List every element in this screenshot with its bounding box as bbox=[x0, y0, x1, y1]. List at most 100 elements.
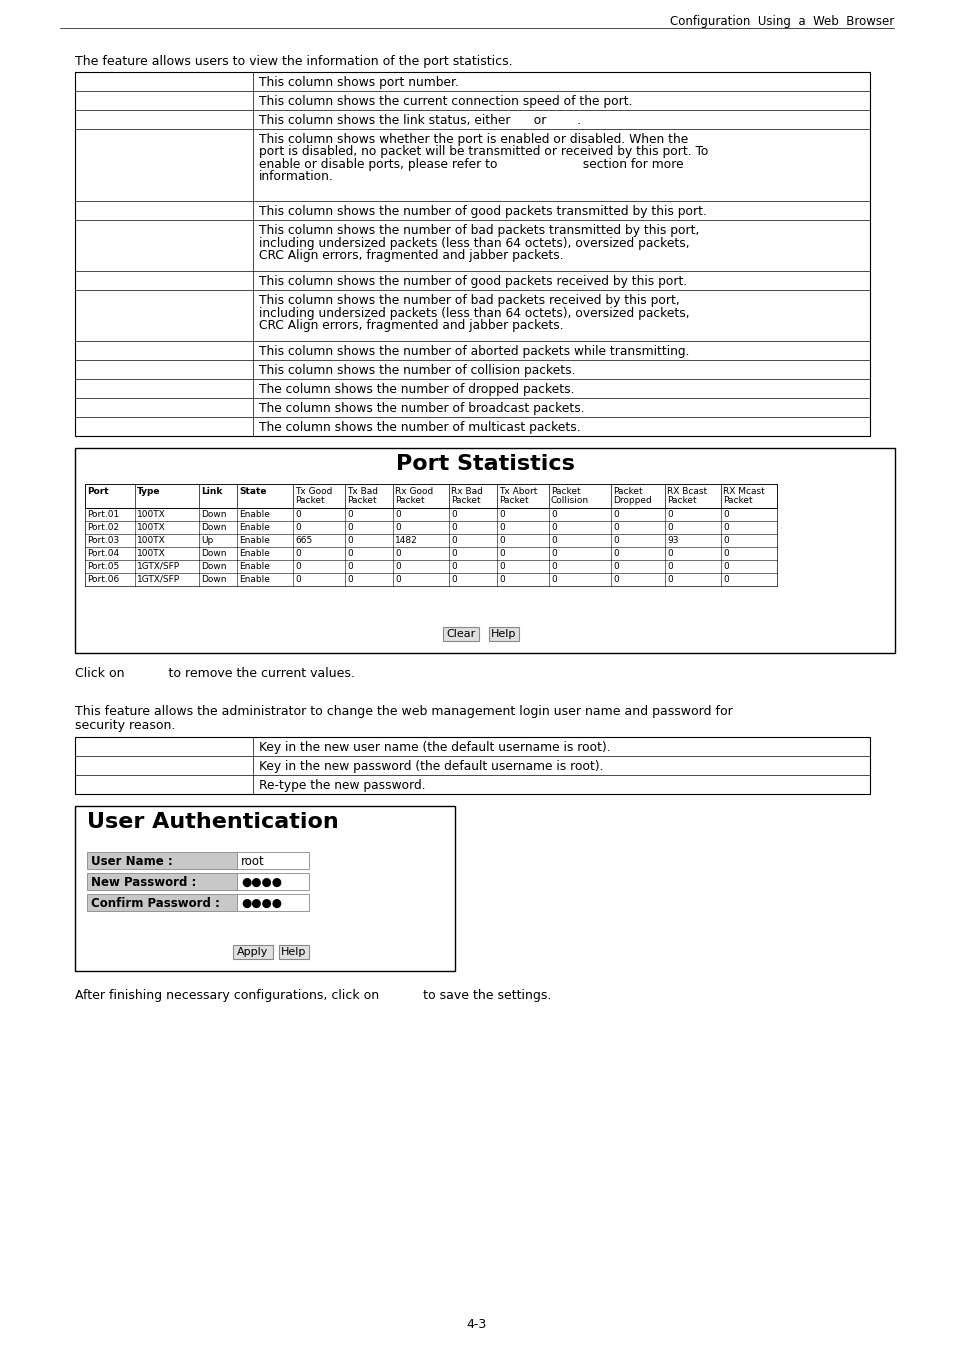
Text: 0: 0 bbox=[613, 536, 618, 545]
Text: 0: 0 bbox=[498, 549, 504, 558]
Text: enable or disable ports, please refer to                      section for more: enable or disable ports, please refer to… bbox=[258, 158, 683, 171]
Text: port is disabled, no packet will be transmitted or received by this port. To: port is disabled, no packet will be tran… bbox=[258, 146, 708, 158]
Text: 1482: 1482 bbox=[395, 536, 417, 545]
Bar bbox=[75, 806, 455, 971]
Text: 0: 0 bbox=[498, 536, 504, 545]
Text: CRC Align errors, fragmented and jabber packets.: CRC Align errors, fragmented and jabber … bbox=[258, 319, 563, 332]
Text: 0: 0 bbox=[294, 575, 300, 585]
Bar bbox=[75, 72, 869, 436]
Text: Tx Bad: Tx Bad bbox=[347, 487, 377, 495]
Text: Enable: Enable bbox=[239, 522, 270, 532]
Text: This column shows port number.: This column shows port number. bbox=[258, 76, 458, 89]
Text: Port Statistics: Port Statistics bbox=[395, 454, 574, 474]
Text: Up: Up bbox=[201, 536, 213, 545]
Text: This feature allows the administrator to change the web management login user na: This feature allows the administrator to… bbox=[75, 705, 732, 718]
Text: Packet: Packet bbox=[722, 495, 752, 505]
Text: Rx Bad: Rx Bad bbox=[451, 487, 482, 495]
Text: 0: 0 bbox=[666, 510, 672, 518]
Text: Down: Down bbox=[201, 510, 226, 518]
Text: Enable: Enable bbox=[239, 549, 270, 558]
Text: 0: 0 bbox=[395, 549, 400, 558]
Text: Packet: Packet bbox=[498, 495, 528, 505]
Text: 665: 665 bbox=[294, 536, 312, 545]
Text: 0: 0 bbox=[551, 536, 557, 545]
Text: Down: Down bbox=[201, 562, 226, 571]
Text: 0: 0 bbox=[347, 549, 353, 558]
Text: including undersized packets (less than 64 octets), oversized packets,: including undersized packets (less than … bbox=[258, 306, 689, 320]
Text: Port.03: Port.03 bbox=[87, 536, 119, 545]
Text: Type: Type bbox=[137, 487, 160, 495]
Bar bbox=[87, 852, 236, 869]
Text: Enable: Enable bbox=[239, 536, 270, 545]
Text: Packet: Packet bbox=[551, 487, 580, 495]
Text: ●●●●: ●●●● bbox=[241, 896, 282, 910]
Text: 100TX: 100TX bbox=[137, 510, 166, 518]
Text: 0: 0 bbox=[498, 575, 504, 585]
Text: State: State bbox=[239, 487, 266, 495]
Text: This column shows the link status, either      or        .: This column shows the link status, eithe… bbox=[258, 113, 580, 127]
Text: 0: 0 bbox=[551, 575, 557, 585]
Text: Down: Down bbox=[201, 522, 226, 532]
Text: 0: 0 bbox=[613, 549, 618, 558]
Text: Configuration  Using  a  Web  Browser: Configuration Using a Web Browser bbox=[669, 15, 893, 28]
Bar bbox=[87, 894, 236, 911]
Text: User Name :: User Name : bbox=[91, 855, 172, 868]
Text: 100TX: 100TX bbox=[137, 549, 166, 558]
Text: 0: 0 bbox=[395, 562, 400, 571]
Text: Enable: Enable bbox=[239, 562, 270, 571]
Text: 0: 0 bbox=[722, 522, 728, 532]
Text: including undersized packets (less than 64 octets), oversized packets,: including undersized packets (less than … bbox=[258, 236, 689, 250]
Text: 100TX: 100TX bbox=[137, 536, 166, 545]
Text: Port: Port bbox=[87, 487, 109, 495]
Text: 0: 0 bbox=[551, 549, 557, 558]
Text: 0: 0 bbox=[722, 549, 728, 558]
Text: This column shows the number of good packets transmitted by this port.: This column shows the number of good pac… bbox=[258, 205, 706, 217]
Text: Re-type the new password.: Re-type the new password. bbox=[258, 779, 425, 792]
Text: 1GTX/SFP: 1GTX/SFP bbox=[137, 575, 180, 585]
Text: 0: 0 bbox=[613, 575, 618, 585]
Text: 0: 0 bbox=[347, 522, 353, 532]
Bar bbox=[236, 873, 309, 890]
Text: The column shows the number of dropped packets.: The column shows the number of dropped p… bbox=[258, 383, 574, 396]
Text: Port.04: Port.04 bbox=[87, 549, 119, 558]
Text: 0: 0 bbox=[666, 575, 672, 585]
Bar bbox=[75, 448, 894, 653]
Text: 0: 0 bbox=[666, 549, 672, 558]
Text: New Password :: New Password : bbox=[91, 876, 196, 890]
Text: Click on           to remove the current values.: Click on to remove the current values. bbox=[75, 667, 355, 680]
Text: 4-3: 4-3 bbox=[466, 1318, 487, 1331]
Text: Enable: Enable bbox=[239, 575, 270, 585]
Text: The column shows the number of multicast packets.: The column shows the number of multicast… bbox=[258, 421, 580, 433]
Text: 0: 0 bbox=[294, 562, 300, 571]
Text: User Authentication: User Authentication bbox=[87, 811, 338, 832]
Text: RX Bcast: RX Bcast bbox=[666, 487, 706, 495]
Bar bbox=[442, 626, 478, 641]
Text: 0: 0 bbox=[294, 510, 300, 518]
Text: Confirm Password :: Confirm Password : bbox=[91, 896, 219, 910]
Text: 0: 0 bbox=[498, 522, 504, 532]
Text: 0: 0 bbox=[451, 575, 456, 585]
Text: 0: 0 bbox=[395, 522, 400, 532]
Text: 1GTX/SFP: 1GTX/SFP bbox=[137, 562, 180, 571]
Text: This column shows the number of good packets received by this port.: This column shows the number of good pac… bbox=[258, 275, 686, 288]
Text: 0: 0 bbox=[722, 575, 728, 585]
Text: 0: 0 bbox=[294, 522, 300, 532]
Bar bbox=[489, 626, 518, 641]
Text: Down: Down bbox=[201, 575, 226, 585]
Text: 0: 0 bbox=[722, 562, 728, 571]
Text: 0: 0 bbox=[451, 549, 456, 558]
Text: Down: Down bbox=[201, 549, 226, 558]
Text: Rx Good: Rx Good bbox=[395, 487, 433, 495]
Text: Clear: Clear bbox=[446, 629, 476, 639]
Bar bbox=[236, 894, 309, 911]
Text: Port.05: Port.05 bbox=[87, 562, 119, 571]
Text: Port.01: Port.01 bbox=[87, 510, 119, 518]
Text: Apply: Apply bbox=[237, 946, 269, 957]
Text: This column shows the number of collision packets.: This column shows the number of collisio… bbox=[258, 364, 575, 377]
Text: Packet: Packet bbox=[613, 487, 642, 495]
Bar bbox=[87, 873, 236, 890]
Text: 0: 0 bbox=[666, 522, 672, 532]
Text: The column shows the number of broadcast packets.: The column shows the number of broadcast… bbox=[258, 402, 584, 414]
Text: After finishing necessary configurations, click on           to save the setting: After finishing necessary configurations… bbox=[75, 990, 551, 1002]
Text: Packet: Packet bbox=[347, 495, 376, 505]
